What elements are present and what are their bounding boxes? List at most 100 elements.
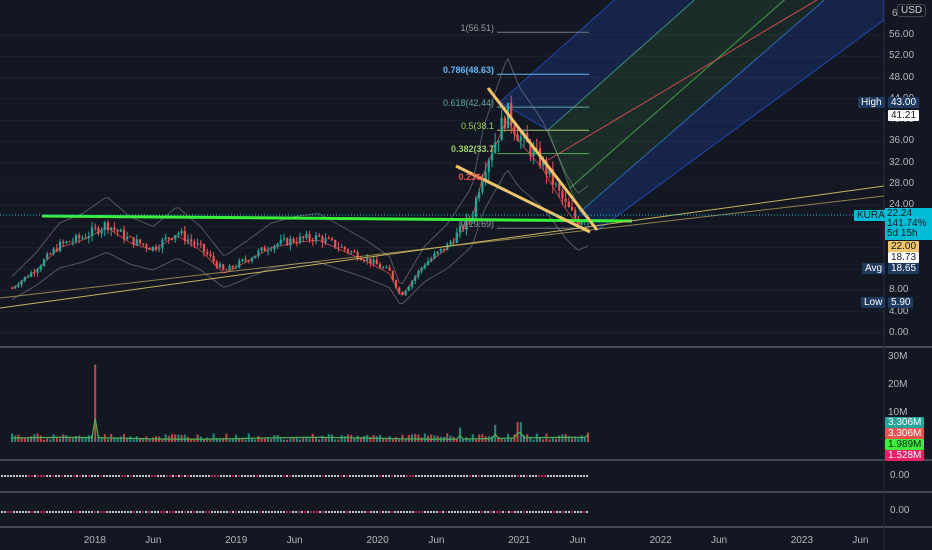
indicator-dot [139, 511, 141, 513]
candle-body [311, 239, 314, 242]
indicator-dot [103, 475, 105, 477]
indicator-dot [553, 475, 555, 477]
volume-bar [337, 439, 340, 442]
indicator-dot [553, 511, 555, 513]
volume-bar [555, 438, 558, 442]
indicator-dot [493, 475, 495, 477]
indicator-dot [118, 511, 120, 513]
indicator-dot [67, 511, 69, 513]
indicator-dot [127, 511, 129, 513]
volume-bar [27, 437, 30, 442]
candle-body [561, 190, 564, 199]
indicator-dot [304, 511, 306, 513]
indicator-dot [94, 511, 96, 513]
indicator-dot [256, 511, 258, 513]
indicator-dot [7, 475, 9, 477]
volume-bar [87, 435, 90, 442]
candle-body [359, 258, 362, 261]
candle-body [132, 237, 135, 246]
candle-body [244, 259, 247, 261]
time-tick-label: Jun [428, 535, 445, 546]
indicator-dot [451, 475, 453, 477]
indicator-dot [127, 475, 129, 477]
indicator-dot [130, 511, 132, 513]
indicator-dot [100, 475, 102, 477]
indicator-dot [79, 511, 81, 513]
indicator-dot [340, 511, 342, 513]
volume-bar [455, 438, 458, 442]
volume-bar [551, 438, 554, 442]
volume-bar [59, 438, 62, 442]
indicator-dot [346, 511, 348, 513]
indicator-dot [430, 475, 432, 477]
indicator-dot [565, 475, 567, 477]
level-a-tag: 22.00 [888, 241, 920, 252]
volume-bar [363, 436, 366, 442]
indicator-dot [421, 475, 423, 477]
high-value-tag: 43.00 [888, 97, 920, 108]
volume-bar [75, 435, 78, 442]
volume-tick-30m: 30M [888, 351, 908, 362]
fib-label-0: 0(19.69) [460, 219, 494, 229]
indicator-dot [496, 475, 498, 477]
candle-body [391, 270, 394, 281]
candle-body [212, 255, 215, 262]
volume-bar [65, 435, 68, 442]
candle-body [398, 287, 401, 293]
indicator-dot [358, 511, 360, 513]
candle-body [330, 238, 334, 240]
candle-body [68, 241, 71, 243]
indicator-dot [280, 475, 282, 477]
candle-body [478, 192, 481, 199]
candle-body [298, 236, 302, 243]
candle-body [548, 168, 551, 175]
candle-body [247, 260, 250, 262]
indicator-dot [175, 511, 177, 513]
candle-body [228, 265, 231, 271]
low-label-tag: Low [861, 297, 886, 308]
volume-bar [238, 438, 241, 442]
indicator-dot [235, 511, 237, 513]
candle-body [193, 241, 196, 245]
volume-bar [23, 438, 26, 442]
indicator-dot [196, 475, 198, 477]
indicator-dot [211, 511, 213, 513]
indicator-dot [169, 511, 171, 513]
candle-body [263, 247, 266, 252]
time-tick-label: 2021 [508, 535, 531, 546]
high-label-tag: High [858, 97, 885, 108]
candle-body [100, 229, 103, 234]
indicator-dot [382, 511, 384, 513]
indicator-dot [409, 511, 411, 513]
currency-badge[interactable]: USD [897, 4, 927, 17]
price-tick-label: 36.00 [889, 135, 915, 147]
indicator-dot [529, 475, 531, 477]
volume-bar [369, 436, 372, 442]
indicator-dot [292, 511, 294, 513]
candle-body [343, 246, 346, 250]
time-tick-label: Jun [569, 535, 586, 546]
volume-bar [529, 436, 532, 442]
candle-body [30, 272, 33, 277]
indicator-dot [355, 511, 357, 513]
indicator-dot [418, 511, 420, 513]
volume-bar [180, 434, 183, 442]
indicator-dot [37, 511, 39, 513]
volume-ma [12, 418, 589, 440]
indicator-dot [421, 511, 423, 513]
candle-body [234, 267, 238, 269]
candle-body [404, 290, 407, 296]
candle-body [564, 198, 567, 202]
indicator-dot [517, 475, 519, 477]
indicator-dot [373, 511, 375, 513]
candle-body [122, 229, 126, 240]
indicator-dot [46, 475, 48, 477]
indicator-dot [562, 475, 564, 477]
candles [10, 95, 590, 297]
indicator-dot [151, 511, 153, 513]
volume-bar [539, 436, 542, 442]
candle-body [516, 134, 519, 141]
candle-body [545, 159, 548, 175]
